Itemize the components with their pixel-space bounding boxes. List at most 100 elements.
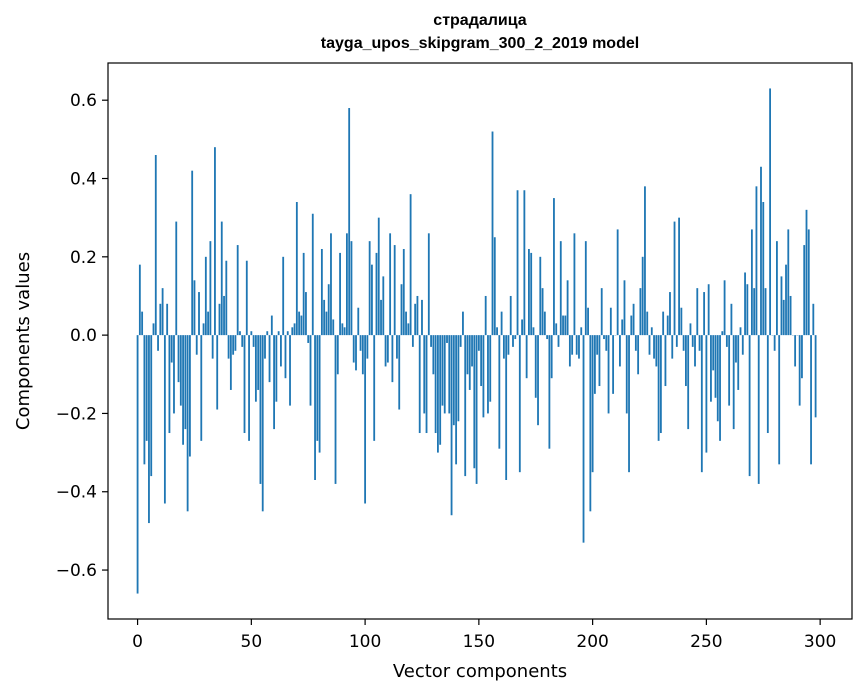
chart-title: страдалица [108, 12, 852, 30]
bar [676, 335, 678, 347]
bar [569, 335, 571, 366]
bar [724, 280, 726, 335]
bar [248, 335, 250, 441]
bar [603, 335, 605, 339]
bar [592, 335, 594, 472]
bar [357, 308, 359, 335]
bar [146, 335, 148, 441]
bar [467, 335, 469, 374]
bar [273, 335, 275, 429]
bar [207, 312, 209, 335]
x-tick-label: 100 [349, 632, 381, 652]
bar [671, 335, 673, 358]
bar [621, 319, 623, 335]
bar [767, 335, 769, 433]
bar [246, 261, 248, 335]
bar [194, 280, 196, 335]
bar [203, 323, 205, 335]
bar [444, 335, 446, 413]
bar [191, 171, 193, 335]
bar [753, 288, 755, 335]
bar [380, 300, 382, 335]
bar [737, 335, 739, 390]
axes-frame [108, 63, 852, 619]
bar [555, 323, 557, 335]
bar [451, 335, 453, 515]
bar [230, 335, 232, 390]
x-tick-label: 150 [463, 632, 495, 652]
bar [528, 249, 530, 335]
bar [307, 335, 309, 343]
bar [289, 335, 291, 405]
bar [180, 335, 182, 405]
bar [642, 257, 644, 335]
bar [294, 323, 296, 335]
bar [476, 335, 478, 484]
bar [291, 327, 293, 335]
bar [494, 237, 496, 335]
bar [153, 323, 155, 335]
bar [778, 335, 780, 464]
bar [471, 335, 473, 366]
bar [148, 335, 150, 523]
bar [414, 304, 416, 335]
bar [341, 323, 343, 335]
bar [200, 335, 202, 441]
bar [396, 335, 398, 358]
bar [692, 335, 694, 347]
bar [255, 335, 257, 402]
bar [583, 335, 585, 543]
bar [496, 327, 498, 335]
bar [189, 335, 191, 456]
bar [721, 331, 723, 335]
bar [523, 190, 525, 335]
bar [275, 335, 277, 402]
bar [457, 335, 459, 421]
bar [530, 253, 532, 335]
bar [453, 335, 455, 425]
bar [806, 210, 808, 335]
bar [701, 335, 703, 472]
bar [376, 253, 378, 335]
bar [348, 108, 350, 335]
bar [221, 222, 223, 336]
bar [574, 233, 576, 335]
bar [164, 335, 166, 503]
bar [744, 272, 746, 335]
bar [421, 300, 423, 335]
bar [589, 335, 591, 511]
bar [651, 327, 653, 335]
bar [558, 335, 560, 347]
bar [426, 335, 428, 433]
bar [262, 335, 264, 511]
bar [394, 245, 396, 335]
bar [316, 335, 318, 441]
bar [765, 288, 767, 335]
bar [685, 335, 687, 386]
bar [594, 335, 596, 394]
bar [612, 335, 614, 394]
bar [790, 296, 792, 335]
bar [487, 335, 489, 413]
bar [435, 335, 437, 433]
bar [619, 335, 621, 366]
bar [633, 304, 635, 335]
bar [478, 335, 480, 351]
bar [787, 229, 789, 335]
bar [564, 316, 566, 336]
bar [580, 327, 582, 335]
bar [171, 335, 173, 362]
bar [708, 284, 710, 335]
bar [419, 335, 421, 433]
bar [503, 335, 505, 358]
bar [269, 335, 271, 382]
bar [442, 335, 444, 405]
bar [403, 249, 405, 335]
bar [330, 233, 332, 335]
bar [690, 323, 692, 335]
bar [626, 335, 628, 413]
bar [469, 335, 471, 390]
bar [639, 288, 641, 335]
bar [346, 233, 348, 335]
